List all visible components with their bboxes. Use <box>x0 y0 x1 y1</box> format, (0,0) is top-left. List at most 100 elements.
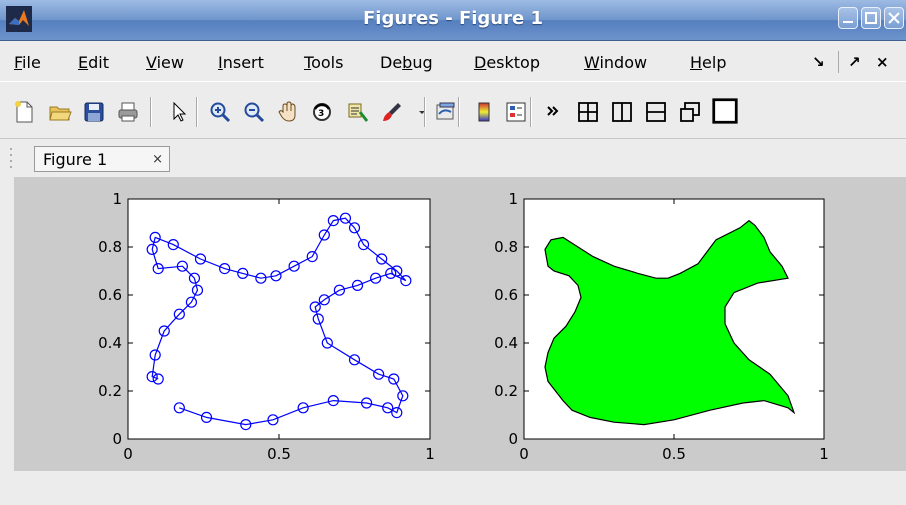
new-figure-icon[interactable] <box>12 100 36 124</box>
axes-1 <box>127 198 431 440</box>
data-point <box>400 274 412 287</box>
open-file-icon[interactable] <box>48 100 72 124</box>
data-point <box>152 262 164 275</box>
close-window-button[interactable] <box>884 7 904 29</box>
dropdown-arrow-icon[interactable] <box>410 100 434 124</box>
data-point <box>158 325 170 337</box>
y-tick-label: 1 <box>508 190 518 208</box>
legend-icon[interactable] <box>504 100 528 124</box>
maximize-icon[interactable] <box>710 94 740 128</box>
y-tick-label: 0.8 <box>98 238 122 256</box>
pan-icon[interactable] <box>276 100 300 124</box>
data-point <box>152 373 164 385</box>
data-point <box>321 337 333 349</box>
tile-grid-icon[interactable] <box>576 100 600 124</box>
figure-canvas[interactable]: 0 0.2 0.4 0.6 0.8 1 0 0.5 1 0 0.2 0.4 0.6 0.8 1 0 0.5 1 <box>14 177 906 471</box>
tab-label: Figure 1 <box>43 150 108 169</box>
menu-view[interactable]: View <box>146 53 184 72</box>
window-titlebar[interactable]: Figures - Figure 1 <box>0 0 906 41</box>
menu-desktop[interactable]: Desktop <box>474 53 540 72</box>
x-tick-label: 0.5 <box>662 445 686 463</box>
data-point <box>327 214 339 227</box>
filled-polygon <box>544 219 796 426</box>
data-point <box>391 407 403 419</box>
data-point <box>200 411 213 423</box>
overflow-icon[interactable] <box>542 100 566 124</box>
tile-columns-icon[interactable] <box>610 100 634 124</box>
menu-separator <box>838 51 839 73</box>
menu-file[interactable]: File <box>14 53 41 72</box>
figure-tab-bar: Figure 1 × <box>0 139 906 177</box>
x-tick-label: 0 <box>123 445 133 463</box>
rotate-3d-icon[interactable]: 3 <box>310 100 334 124</box>
close-icon <box>888 12 900 24</box>
y-tick-label: 0.4 <box>494 334 518 352</box>
data-point <box>267 414 279 426</box>
y-tick-label: 0.4 <box>98 334 122 352</box>
data-point <box>388 373 400 385</box>
toolbar-separator <box>150 97 152 127</box>
data-point <box>333 284 345 296</box>
undock-arrow-icon[interactable]: ↘ <box>812 53 825 71</box>
float-icon[interactable] <box>678 100 702 124</box>
data-point <box>312 313 324 325</box>
maximize-window-button[interactable] <box>861 7 881 29</box>
toolbar-separator <box>458 97 460 127</box>
data-point <box>397 390 409 402</box>
matlab-logo-icon <box>6 6 32 32</box>
data-point <box>149 349 161 361</box>
x-tick-label: 0.5 <box>267 445 291 463</box>
close-menu-icon[interactable]: × <box>876 53 889 71</box>
data-point <box>357 238 370 251</box>
data-point <box>318 229 330 241</box>
svg-text:3: 3 <box>318 109 324 119</box>
data-point <box>288 260 300 272</box>
tab-figure-1[interactable]: Figure 1 × <box>34 146 170 172</box>
menu-debug[interactable]: Debug <box>380 53 433 72</box>
data-point <box>146 243 158 256</box>
series-line <box>151 217 407 426</box>
y-tick-label: 0.2 <box>98 382 122 400</box>
data-point <box>167 238 179 251</box>
menu-edit[interactable]: Edit <box>78 53 109 72</box>
brush-icon[interactable] <box>380 100 404 124</box>
link-plot-icon[interactable] <box>434 100 458 124</box>
minimize-button[interactable] <box>838 7 858 29</box>
data-point <box>351 279 364 292</box>
data-cursor-icon[interactable] <box>346 100 370 124</box>
data-point <box>309 301 321 313</box>
pointer-icon[interactable] <box>166 100 190 124</box>
dock-arrow-icon[interactable]: ↗ <box>848 53 861 71</box>
y-tick-label: 0.6 <box>98 286 122 304</box>
x-tick-label: 0 <box>519 445 529 463</box>
data-point <box>370 272 382 284</box>
y-tick-label: 0.6 <box>494 286 518 304</box>
zoom-out-icon[interactable] <box>242 100 266 124</box>
data-point <box>185 296 198 308</box>
menu-window[interactable]: Window <box>584 53 648 72</box>
figure-toolbar: 3 <box>0 81 906 139</box>
y-tick-label: 0.2 <box>494 382 518 400</box>
menu-help[interactable]: Help <box>690 53 727 72</box>
data-point <box>306 250 318 263</box>
print-icon[interactable] <box>116 100 140 124</box>
data-point <box>188 272 201 284</box>
data-point <box>376 253 388 265</box>
data-point <box>219 262 231 275</box>
data-point <box>240 419 252 431</box>
colorbar-icon[interactable] <box>472 100 496 124</box>
menu-tools[interactable]: Tools <box>304 53 344 72</box>
data-point <box>176 260 188 272</box>
drag-handle-icon[interactable] <box>8 145 16 173</box>
tab-close-icon[interactable]: × <box>152 152 163 167</box>
save-icon[interactable] <box>82 100 106 124</box>
tile-rows-icon[interactable] <box>644 100 668 124</box>
data-point <box>373 368 385 380</box>
maximize-window-icon <box>865 12 877 24</box>
y-tick-label: 1 <box>112 190 122 208</box>
data-point <box>391 265 403 277</box>
zoom-in-icon[interactable] <box>208 100 232 124</box>
data-point <box>173 308 185 320</box>
toolbar-separator <box>196 97 198 127</box>
menu-insert[interactable]: Insert <box>218 53 264 72</box>
